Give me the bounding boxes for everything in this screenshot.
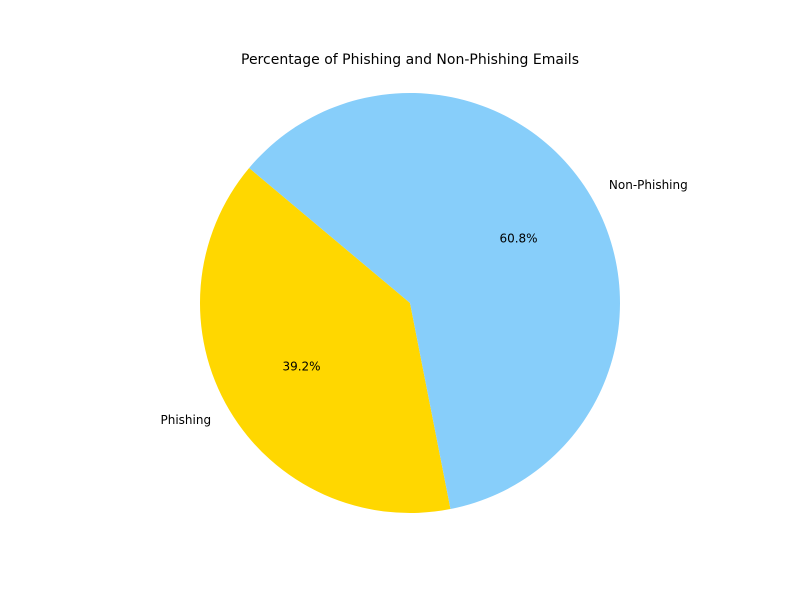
slice-percent-non-phishing: 60.8% <box>499 231 537 245</box>
pie-slices <box>199 93 620 514</box>
pie-slice-phishing <box>199 168 451 514</box>
chart-title: Percentage of Phishing and Non-Phishing … <box>241 52 579 68</box>
pie-labels: Phishing 39.2% Non-Phishing 60.8% <box>161 178 688 427</box>
slice-percent-phishing: 39.2% <box>282 360 320 374</box>
slice-label-non-phishing: Non-Phishing <box>609 178 688 192</box>
pie-slice-non-phishing <box>249 93 620 510</box>
slice-label-phishing: Phishing <box>161 413 212 427</box>
